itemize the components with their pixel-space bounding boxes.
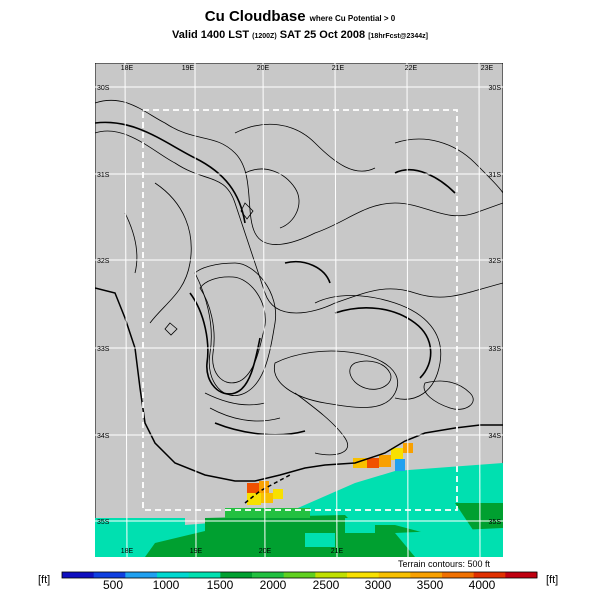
- colorbar-labels: 500 1000 1500 2000 2500 3000 3500 4000: [0, 578, 600, 594]
- colorbar-segment: [283, 572, 316, 578]
- colorbar: [61, 571, 538, 579]
- lon-label: 20E: [257, 65, 270, 72]
- green-terrain-east: [455, 503, 503, 533]
- valid-time-line: Valid 1400 LST (1200Z) SAT 25 Oct 2008 […: [0, 28, 600, 44]
- map-title: Cu Cloudbase: [204, 8, 306, 25]
- cloudbase-cell: [273, 489, 283, 499]
- lat-label-right: 32S: [489, 258, 502, 265]
- lon-label-bottom: 18E: [121, 548, 134, 555]
- terrain-contour-note: Terrain contours: 500 ft: [398, 559, 491, 569]
- lat-label-right: 34S: [489, 433, 502, 440]
- lon-label-bottom: 20E: [259, 548, 272, 555]
- colorbar-segment: [315, 572, 348, 578]
- colorbar-segment: [188, 572, 221, 578]
- map-canvas: 18E 19E 20E 21E 22E 23E 18E 19E 20E 21E …: [94, 62, 504, 558]
- map-title-line: Cu Cloudbase where Cu Potential > 0: [0, 8, 600, 28]
- colorbar-label: 2500: [312, 578, 340, 592]
- lat-label: 34S: [97, 433, 110, 440]
- colorbar-label: 1500: [206, 578, 234, 592]
- colorbar-segment: [62, 572, 95, 578]
- title-block: Cu Cloudbase where Cu Potential > 0 Valid…: [0, 8, 600, 44]
- colorbar-unit-left: [ft]: [38, 574, 51, 586]
- lat-label-right: 31S: [489, 172, 502, 179]
- colorbar-segment: [93, 572, 126, 578]
- cloudbase-cell: [261, 493, 273, 503]
- cloudbase-cell: [395, 459, 405, 471]
- lon-label-bottom: 19E: [190, 548, 203, 555]
- cloudbase-cell: [353, 458, 367, 468]
- colorbar-segment: [505, 572, 538, 578]
- lon-label: 22E: [405, 65, 418, 72]
- colorbar-label: 1000: [152, 578, 180, 592]
- lat-label: 33S: [97, 346, 110, 353]
- cloudbase-cell: [247, 483, 259, 493]
- colorbar-label: 4000: [468, 578, 496, 592]
- forecast-info: [18hrFcst@2344z]: [368, 33, 428, 40]
- lat-label: 30S: [97, 85, 110, 92]
- map-title-suffix: where Cu Potential > 0: [309, 14, 396, 23]
- lat-label: 35S: [97, 519, 110, 526]
- lat-label-right: 30S: [489, 85, 502, 92]
- lon-label: 19E: [182, 65, 195, 72]
- colorbar-label: 3500: [416, 578, 444, 592]
- colorbar-label: 500: [102, 578, 124, 592]
- colorbar-segment: [473, 572, 506, 578]
- cloudbase-cell: [259, 481, 269, 493]
- cloudbase-cell: [247, 493, 261, 505]
- cloudbase-cell: [391, 448, 403, 460]
- colorbar-segment: [410, 572, 443, 578]
- colorbar-label: 2000: [259, 578, 287, 592]
- colorbar-segment: [252, 572, 285, 578]
- colorbar-border: [61, 571, 538, 579]
- lon-label: 23E: [481, 65, 494, 72]
- cloudbase-cell: [367, 458, 379, 468]
- lon-label: 18E: [121, 65, 134, 72]
- lat-label: 32S: [97, 258, 110, 265]
- colorbar-segment: [347, 572, 380, 578]
- teal-patch: [345, 518, 375, 533]
- teal-patch: [305, 533, 335, 547]
- valid-utc: (1200Z): [252, 33, 277, 40]
- terrain-contours: [94, 99, 504, 456]
- valid-date: SAT 25 Oct 2008: [279, 29, 366, 41]
- lon-label: 21E: [332, 65, 345, 72]
- colorbar-segment: [378, 572, 411, 578]
- colorbar-segment: [125, 572, 158, 578]
- coastline: [94, 287, 503, 482]
- cloudbase-cell: [379, 455, 391, 467]
- inner-domain-box: [142, 109, 458, 511]
- lat-label-right: 35S: [489, 519, 502, 526]
- coastline-dashed: [244, 474, 291, 504]
- colorbar-segment: [442, 572, 475, 578]
- lat-label: 31S: [97, 172, 110, 179]
- lon-label-bottom: 21E: [331, 548, 344, 555]
- colorbar-label: 3000: [364, 578, 392, 592]
- map-panel: 18E 19E 20E 21E 22E 23E 18E 19E 20E 21E …: [94, 62, 504, 558]
- colorbar-unit-right: [ft]: [546, 574, 559, 586]
- teal-patch-se: [395, 528, 503, 557]
- valid-prefix: Valid 1400 LST: [172, 29, 250, 41]
- graticule: [95, 62, 503, 558]
- colorbar-segment: [157, 572, 190, 578]
- colorbar-segment: [220, 572, 253, 578]
- lat-label-right: 33S: [489, 346, 502, 353]
